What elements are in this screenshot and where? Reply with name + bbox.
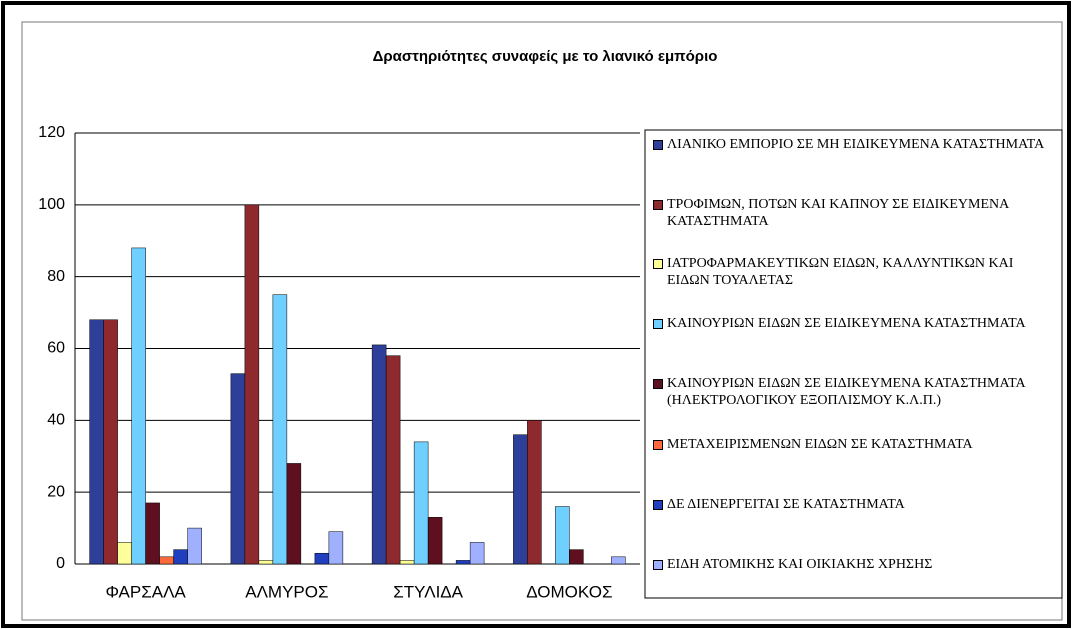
- bar: [117, 542, 132, 565]
- legend-label: ΚΑΙΝΟΥΡΙΩΝ ΕΙΔΩΝ ΣΕ ΕΙΔΙΚΕΥΜΕΝΑ ΚΑΤΑΣΤΗΜ…: [667, 316, 1026, 331]
- bar: [455, 560, 471, 565]
- y-tick-label: 120: [38, 124, 65, 141]
- bar: [314, 552, 330, 565]
- bar: [258, 560, 274, 565]
- legend-swatch: [653, 259, 663, 269]
- x-tick-label: ΣΤΥΛΙΔΑ: [393, 582, 463, 601]
- bar: [527, 420, 542, 565]
- bar: [371, 344, 387, 565]
- bar: [286, 463, 302, 565]
- legend-swatch: [653, 560, 663, 570]
- legend-label: ΜΕΤΑΧΕΙΡΙΣΜΕΝΩΝ ΕΙΔΩΝ ΣΕ ΚΑΤΑΣΤΗΜΑΤΑ: [667, 437, 973, 452]
- y-tick-label: 0: [56, 555, 65, 572]
- bar: [159, 556, 174, 565]
- bar: [187, 527, 202, 565]
- legend-entry: ΚΑΙΝΟΥΡΙΩΝ ΕΙΔΩΝ ΣΕ ΕΙΔΙΚΕΥΜΕΝΑ ΚΑΤΑΣΤΗΜ…: [653, 315, 1053, 332]
- legend-entry: ΙΑΤΡΟΦΑΡΜΑΚΕΥΤΙΚΩΝ ΕΙΔΩΝ, ΚΑΛΛΥΝΤΙΚΩΝ ΚΑ…: [653, 255, 1053, 289]
- legend-entry: ΜΕΤΑΧΕΙΡΙΣΜΕΝΩΝ ΕΙΔΩΝ ΣΕ ΚΑΤΑΣΤΗΜΑΤΑ: [653, 436, 1053, 453]
- y-tick-label: 60: [47, 340, 65, 357]
- legend-swatch: [653, 319, 663, 329]
- bar: [145, 502, 160, 565]
- y-tick-label: 20: [47, 483, 65, 500]
- legend-entry: ΛΙΑΝΙΚΟ ΕΜΠΟΡΙΟ ΣΕ ΜΗ ΕΙΔΙΚΕΥΜΕΝΑ ΚΑΤΑΣΤ…: [653, 136, 1053, 153]
- chart-title: Δραστηριότητες συναφείς με το λιανικό εμ…: [373, 48, 718, 65]
- bar: [513, 434, 528, 565]
- bar: [89, 319, 104, 565]
- legend-label: ΔΕ ΔΙΕΝΕΡΓΕΙΤΑΙ ΣΕ ΚΑΤΑΣΤΗΜΑΤΑ: [667, 497, 905, 512]
- bar: [103, 319, 118, 565]
- legend-label: ΙΑΤΡΟΦΑΡΜΑΚΕΥΤΙΚΩΝ ΕΙΔΩΝ, ΚΑΛΛΥΝΤΙΚΩΝ ΚΑ…: [667, 256, 1014, 288]
- y-tick-label: 100: [38, 196, 65, 213]
- legend-label: ΛΙΑΝΙΚΟ ΕΜΠΟΡΙΟ ΣΕ ΜΗ ΕΙΔΙΚΕΥΜΕΝΑ ΚΑΤΑΣΤ…: [667, 137, 1045, 152]
- bar: [328, 531, 344, 565]
- y-tick-label: 40: [47, 412, 65, 429]
- bar: [272, 294, 288, 565]
- x-tick-label: ΑΛΜΥΡΟΣ: [245, 582, 328, 601]
- legend-entry: ΔΕ ΔΙΕΝΕΡΓΕΙΤΑΙ ΣΕ ΚΑΤΑΣΤΗΜΑΤΑ: [653, 496, 1053, 513]
- legend-swatch: [653, 140, 663, 150]
- bar: [469, 542, 485, 565]
- legend-box: [644, 129, 1063, 599]
- legend-swatch: [653, 379, 663, 389]
- y-tick-label: 80: [47, 268, 65, 285]
- bar: [131, 247, 146, 565]
- legend-entry: ΕΙΔΗ ΑΤΟΜΙΚΗΣ ΚΑΙ ΟΙΚΙΑΚΗΣ ΧΡΗΣΗΣ: [653, 556, 1053, 573]
- legend-label: ΤΡΟΦΙΜΩΝ, ΠΟΤΩΝ ΚΑΙ ΚΑΠΝΟΥ ΣΕ ΕΙΔΙΚΕΥΜΕΝ…: [667, 197, 1009, 229]
- legend-entry: ΤΡΟΦΙΜΩΝ, ΠΟΤΩΝ ΚΑΙ ΚΑΠΝΟΥ ΣΕ ΕΙΔΙΚΕΥΜΕΝ…: [653, 196, 1053, 230]
- bar: [244, 204, 260, 565]
- bar: [555, 506, 570, 565]
- bar: [385, 355, 401, 565]
- bar: [611, 556, 626, 565]
- legend-label: ΚΑΙΝΟΥΡΙΩΝ ΕΙΔΩΝ ΣΕ ΕΙΔΙΚΕΥΜΕΝΑ ΚΑΤΑΣΤΗΜ…: [667, 376, 1025, 408]
- legend-swatch: [653, 200, 663, 210]
- legend-swatch: [653, 500, 663, 510]
- bar: [427, 517, 443, 565]
- bar: [569, 549, 584, 565]
- bar: [230, 373, 246, 565]
- legend-entry: ΚΑΙΝΟΥΡΙΩΝ ΕΙΔΩΝ ΣΕ ΕΙΔΙΚΕΥΜΕΝΑ ΚΑΤΑΣΤΗΜ…: [653, 375, 1053, 409]
- legend-label: ΕΙΔΗ ΑΤΟΜΙΚΗΣ ΚΑΙ ΟΙΚΙΑΚΗΣ ΧΡΗΣΗΣ: [667, 557, 933, 572]
- x-tick-label: ΔΟΜΟΚΟΣ: [526, 582, 612, 601]
- x-tick-label: ΦΑΡΣΑΛΑ: [105, 582, 186, 601]
- bar: [173, 549, 188, 565]
- legend-swatch: [653, 440, 663, 450]
- bar: [413, 441, 429, 565]
- bar: [399, 560, 415, 565]
